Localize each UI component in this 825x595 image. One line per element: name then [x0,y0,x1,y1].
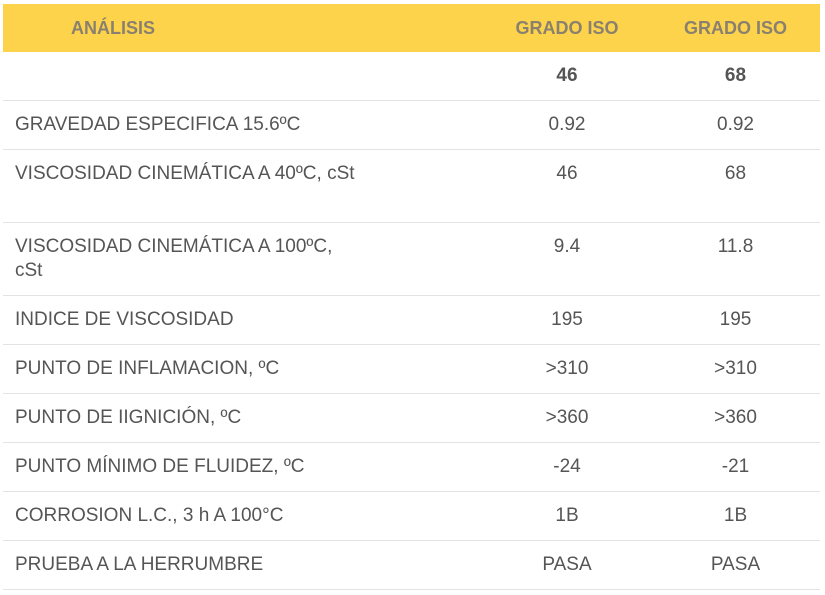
specs-table: ANÁLISIS GRADO ISO GRADO ISO 46 68 GRAVE… [3,4,820,590]
table-row: INDICE DE VISCOSIDAD 195 195 [3,296,820,345]
row-label: PRUEBA A LA HERRUMBRE [15,554,264,575]
row-value-46: -24 [553,456,581,477]
grade-row: 46 68 [3,52,820,101]
header-grado-iso-68: GRADO ISO [683,18,787,38]
row-value-46: PASA [542,554,592,575]
row-value-68: 68 [724,163,747,184]
row-value-68: -21 [721,456,750,477]
table-row: PUNTO DE INFLAMACION, ºC >310 >310 [3,345,820,394]
grade-46: 46 [556,65,578,86]
row-value-46: >310 [545,358,589,379]
header-grado-iso-46: GRADO ISO [515,18,619,38]
table-row: PUNTO MÍNIMO DE FLUIDEZ, ºC -24 -21 [3,443,820,492]
row-value-46: 9.4 [553,236,581,257]
row-value-68: >310 [714,358,757,379]
row-value-46: 0.92 [548,114,586,135]
row-value-46: >360 [545,407,589,428]
row-label: PUNTO DE IIGNICIÓN, ºC [15,407,242,428]
row-value-46: 46 [556,163,578,184]
table-row: PUNTO DE IIGNICIÓN, ºC >360 >360 [3,394,820,443]
table-row: CORROSION L.C., 3 h A 100°C 1B 1B [3,492,820,541]
row-label: INDICE DE VISCOSIDAD [15,309,234,330]
row-value-46: 195 [551,309,583,330]
table-header-row: ANÁLISIS GRADO ISO GRADO ISO [3,4,820,52]
row-label: CORROSION L.C., 3 h A 100°C [15,505,284,526]
table-row: GRAVEDAD ESPECIFICA 15.6ºC 0.92 0.92 [3,101,820,150]
row-value-68: PASA [710,554,761,575]
row-label: VISCOSIDAD CINEMÁTICA A 40ºC, cSt [15,163,355,184]
table-row: VISCOSIDAD CINEMÁTICA A 100ºC, cSt 9.4 1… [3,223,820,296]
row-value-68: 11.8 [717,236,754,257]
row-value-68: >360 [714,407,757,428]
table-row: VISCOSIDAD CINEMÁTICA A 40ºC, cSt 46 68 [3,150,820,223]
row-value-46: 1B [555,505,579,526]
row-label: GRAVEDAD ESPECIFICA 15.6ºC [15,114,301,135]
table-row: PRUEBA A LA HERRUMBRE PASA PASA [3,541,820,590]
header-analisis: ANÁLISIS [70,18,155,38]
row-value-68: 0.92 [717,114,754,135]
row-value-68: 195 [719,309,752,330]
row-label: PUNTO MÍNIMO DE FLUIDEZ, ºC [15,456,305,477]
row-value-68: 1B [723,505,748,526]
row-label: VISCOSIDAD CINEMÁTICA A 100ºC, cSt [15,236,333,281]
row-label: PUNTO DE INFLAMACION, ºC [15,358,280,379]
grade-68: 68 [724,65,747,86]
